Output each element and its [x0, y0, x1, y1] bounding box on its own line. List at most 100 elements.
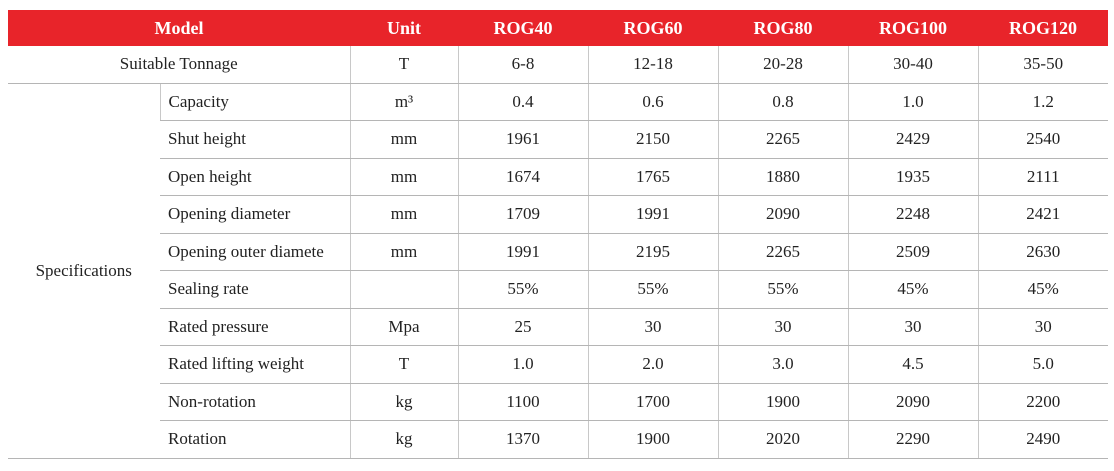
value-cell: 2421 — [977, 195, 1108, 234]
value-cell: 1370 — [457, 420, 588, 459]
value-cell: 1700 — [587, 383, 718, 421]
value-cell: 1674 — [457, 158, 588, 196]
header-row: Model Unit ROG40 ROG60 ROG80 ROG100 ROG120 — [8, 10, 1108, 46]
value-cell: 30 — [717, 308, 848, 346]
value-cell: 1.2 — [977, 83, 1108, 121]
row-label: Non-rotation — [160, 383, 350, 421]
spec-row: Specifications Capacity m³ 0.4 0.6 0.8 1.0 1.2 — [8, 83, 1108, 459]
value-cell: 2195 — [587, 233, 718, 271]
value-cell: 55% — [717, 270, 848, 309]
table-header: Model Unit ROG40 ROG60 ROG80 ROG100 ROG120 — [8, 10, 1108, 46]
spec-row: Open height mm 1674 1765 1880 1935 2111 — [8, 158, 1108, 196]
value-cell: 1100 — [457, 383, 588, 421]
header-cell: ROG100 — [848, 10, 978, 46]
row-label: Rated pressure — [160, 308, 350, 346]
value-cell: 1991 — [457, 233, 588, 271]
group-label: Specifications — [8, 83, 160, 459]
value-cell: 1961 — [457, 120, 588, 159]
value-cell: 6-8 — [457, 46, 588, 84]
value-cell: 0.6 — [587, 83, 718, 121]
spec-table: Model Unit ROG40 ROG60 ROG80 ROG100 ROG120 Sui… — [8, 10, 1108, 459]
value-cell: 25 — [457, 308, 588, 346]
header-cell: ROG120 — [978, 10, 1108, 46]
unit-cell — [349, 270, 458, 309]
spec-row: Non-rotation kg 1100 1700 1900 2090 2200 — [8, 383, 1108, 421]
row-label: Open height — [160, 158, 350, 196]
value-cell: 3.0 — [717, 345, 848, 384]
unit-cell: Mpa — [349, 308, 458, 346]
value-cell: 55% — [457, 270, 588, 309]
unit-cell: mm — [349, 120, 458, 159]
value-cell: 12-18 — [587, 46, 718, 84]
value-cell: 35-50 — [977, 46, 1108, 84]
value-cell: 45% — [977, 270, 1108, 309]
value-cell: 2150 — [587, 120, 718, 159]
value-cell: 1.0 — [457, 345, 588, 384]
value-cell: 5.0 — [977, 345, 1108, 384]
row-label: Shut height — [160, 120, 350, 159]
value-cell: 2540 — [977, 120, 1108, 159]
value-cell: 2248 — [847, 195, 978, 234]
value-cell: 4.5 — [847, 345, 978, 384]
row-label: Opening diameter — [160, 195, 350, 234]
value-cell: 1765 — [587, 158, 718, 196]
header-cell: Unit — [350, 10, 458, 46]
spec-row: Opening diameter mm 1709 1991 2090 2248 2421 — [8, 195, 1108, 234]
value-cell: 45% — [847, 270, 978, 309]
value-cell: 2090 — [847, 383, 978, 421]
value-cell: 2111 — [977, 158, 1108, 196]
value-cell: 2429 — [847, 120, 978, 159]
spec-row: Shut height mm 1961 2150 2265 2429 2540 — [8, 120, 1108, 159]
unit-cell: kg — [349, 383, 458, 421]
spec-row: Rated pressure Mpa 25 30 30 30 30 — [8, 308, 1108, 346]
header-cell: ROG60 — [588, 10, 718, 46]
header-cell: ROG40 — [458, 10, 588, 46]
value-cell: 2200 — [977, 383, 1108, 421]
row-label: Opening outer diamete — [160, 233, 350, 271]
value-cell: 1935 — [847, 158, 978, 196]
spec-row: Rated lifting weight T 1.0 2.0 3.0 4.5 5.0 — [8, 345, 1108, 384]
row-label: Capacity — [159, 83, 350, 121]
value-cell: 1991 — [587, 195, 718, 234]
header-cell: ROG80 — [718, 10, 848, 46]
value-cell: 1880 — [717, 158, 848, 196]
value-cell: 1900 — [587, 420, 718, 459]
value-cell: 30-40 — [847, 46, 978, 84]
row-label: Rotation — [160, 420, 350, 459]
row-label: Suitable Tonnage — [8, 46, 350, 84]
unit-cell: m³ — [349, 83, 458, 121]
spec-row: Sealing rate 55% 55% 55% 45% 45% — [8, 270, 1108, 309]
value-cell: 1709 — [457, 195, 588, 234]
value-cell: 2265 — [717, 120, 848, 159]
unit-cell: mm — [349, 233, 458, 271]
value-cell: 2509 — [847, 233, 978, 271]
value-cell: 20-28 — [717, 46, 848, 84]
row-label: Sealing rate — [160, 270, 350, 309]
value-cell: 30 — [847, 308, 978, 346]
value-cell: 55% — [587, 270, 718, 309]
value-cell: 2630 — [977, 233, 1108, 271]
value-cell: 30 — [977, 308, 1108, 346]
unit-cell: kg — [349, 420, 458, 459]
value-cell: 1.0 — [847, 83, 978, 121]
table-body: Suitable Tonnage T 6-8 12-18 20-28 30-40 35-50… — [8, 46, 1108, 459]
value-cell: 2020 — [717, 420, 848, 459]
value-cell: 2490 — [977, 420, 1108, 459]
value-cell: 2290 — [847, 420, 978, 459]
unit-cell: mm — [349, 195, 458, 234]
header-cell: Model — [8, 10, 350, 46]
value-cell: 2090 — [717, 195, 848, 234]
value-cell: 0.8 — [717, 83, 848, 121]
value-cell: 0.4 — [457, 83, 588, 121]
unit-cell: mm — [349, 158, 458, 196]
tonnage-row: Suitable Tonnage T 6-8 12-18 20-28 30-40 35-50 — [8, 46, 1108, 84]
spec-row: Rotation kg 1370 1900 2020 2290 2490 — [8, 420, 1108, 459]
unit-cell: T — [349, 46, 458, 84]
value-cell: 2265 — [717, 233, 848, 271]
value-cell: 1900 — [717, 383, 848, 421]
value-cell: 30 — [587, 308, 718, 346]
spec-row: Opening outer diamete mm 1991 2195 2265 2509 2… — [8, 233, 1108, 271]
value-cell: 2.0 — [587, 345, 718, 384]
unit-cell: T — [349, 345, 458, 384]
